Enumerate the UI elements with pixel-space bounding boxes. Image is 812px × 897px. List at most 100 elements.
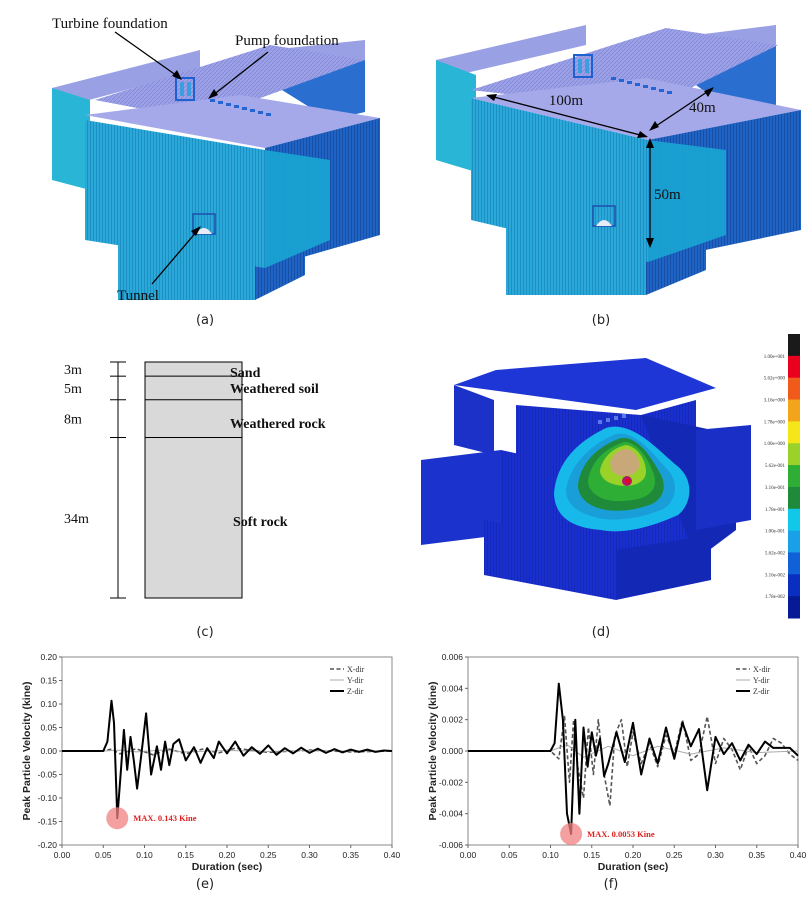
y-tick-label: 0.000 — [442, 746, 464, 756]
x-tick-label: 0.40 — [384, 850, 401, 860]
panel-b-dimension-view: 100m 40m 50m (b) — [436, 25, 801, 328]
scale-label: 1.00e-001 — [765, 530, 786, 535]
layer-name: Weathered soil — [230, 382, 319, 397]
panel-a-model-view: Turbine foundation Pump foundation Tunne… — [52, 16, 380, 328]
scale-label: 3.16e+000 — [764, 399, 786, 404]
scale-swatch — [788, 377, 800, 401]
x-axis-label: Duration (sec) — [192, 861, 263, 873]
scale-label: 1.78e-002 — [765, 595, 786, 600]
x-axis-label: Duration (sec) — [598, 861, 669, 873]
model-block-b — [436, 25, 801, 295]
legend-label: X-dir — [347, 665, 365, 674]
x-tick-label: 0.30 — [301, 850, 318, 860]
x-tick-label: 0.20 — [625, 850, 642, 860]
layer-thickness: 5m — [64, 382, 82, 397]
y-tick-label: -0.006 — [439, 840, 463, 850]
max-annotation: MAX. 0.143 Kine — [133, 813, 197, 823]
legend-label: Y-dir — [347, 676, 364, 685]
x-tick-label: 0.20 — [219, 850, 236, 860]
dimension-50m: 50m — [646, 138, 681, 248]
svg-text:Turbine foundation: Turbine foundation — [52, 16, 168, 32]
layer-thickness: 34m — [64, 512, 89, 527]
scale-label: 1.00e+000 — [764, 442, 786, 447]
legend-label: X-dir — [753, 665, 771, 674]
legend-label: Z-dir — [347, 687, 364, 696]
chart-e-velocity: 0.20 0.15 0.10 0.05 0.00 -0.05 -0.10 -0.15 -0.20… — [21, 652, 401, 892]
scale-label: 1.78e-001 — [765, 508, 786, 513]
x-tick-label: 0.35 — [748, 850, 765, 860]
panel-d-contour-view: 1.00e+001 5.62e+000 3.16e+000 1.78e+000 1.00… — [421, 334, 800, 640]
caption-f: (f) — [604, 877, 619, 892]
svg-text:Tunnel: Tunnel — [117, 288, 159, 304]
x-tick-label: 0.05 — [501, 850, 518, 860]
x-tick-label: 0.15 — [583, 850, 600, 860]
y-tick-label: 0.006 — [442, 652, 464, 662]
max-marker — [560, 823, 583, 846]
scale-swatch — [788, 530, 800, 553]
max-marker — [106, 807, 129, 830]
scale-swatch — [788, 486, 800, 510]
y-tick-label: 0.05 — [40, 723, 57, 733]
x-tick-label: 0.35 — [342, 850, 359, 860]
scale-swatch — [788, 421, 800, 444]
dimension-40m: 40m — [649, 87, 716, 131]
scale-swatch — [788, 334, 800, 357]
layer-thickness: 8m — [64, 413, 82, 428]
dimension-100m: 100m — [486, 93, 648, 138]
y-tick-label: 0.004 — [442, 683, 464, 693]
x-tick-label: 0.05 — [95, 850, 112, 860]
x-tick-label: 0.30 — [707, 850, 724, 860]
x-tick-label: 0.10 — [542, 850, 559, 860]
scale-swatch — [788, 355, 800, 379]
y-tick-label: -0.002 — [439, 777, 463, 787]
x-tick-label: 0.25 — [666, 850, 683, 860]
caption-d: (d) — [592, 625, 610, 640]
layer-name: Weathered rock — [230, 417, 326, 432]
scale-label: 5.62e-001 — [765, 464, 786, 469]
scale-swatch — [788, 443, 800, 466]
caption-a: (a) — [196, 313, 214, 328]
scale-label: 3.16e-001 — [765, 486, 786, 491]
scale-swatch — [788, 399, 800, 422]
scale-swatch — [788, 552, 800, 575]
x-tick-label: 0.00 — [460, 850, 477, 860]
scale-label: 3.16e-002 — [765, 573, 786, 578]
tunnel-callout: Tunnel — [117, 226, 201, 304]
model-block-a — [52, 40, 380, 300]
scale-label: 1.00e+001 — [764, 355, 786, 360]
caption-c: (c) — [196, 625, 213, 640]
y-tick-label: 0.15 — [40, 676, 57, 686]
scale-swatch — [788, 574, 800, 597]
color-scale-legend: 1.00e+001 5.62e+000 3.16e+000 1.78e+000 1.00… — [764, 334, 800, 619]
svg-text:Pump foundation: Pump foundation — [235, 33, 339, 49]
legend-label: Y-dir — [753, 676, 770, 685]
panel-c-soil-profile: 3m Sand 5m Weathered soil 8m Weathered rock 34… — [64, 361, 326, 640]
layer-thickness: 3m — [64, 363, 82, 378]
caption-e: (e) — [196, 877, 214, 892]
chart-f-velocity: 0.0060.0040.0020.000-0.002-0.004-0.0060.… — [427, 652, 807, 892]
svg-text:100m: 100m — [549, 93, 584, 109]
legend-label: Z-dir — [753, 687, 770, 696]
layer-name: Sand — [230, 366, 261, 381]
x-tick-label: 0.25 — [260, 850, 277, 860]
contour-model — [421, 358, 751, 600]
x-tick-label: 0.00 — [54, 850, 71, 860]
y-tick-label: 0.002 — [442, 715, 464, 725]
pump-foundation-callout: Pump foundation — [208, 33, 339, 99]
scale-label: 5.62e+000 — [764, 377, 786, 382]
x-tick-label: 0.15 — [177, 850, 194, 860]
soil-column — [144, 361, 243, 599]
max-annotation: MAX. 0.0053 Kine — [587, 829, 655, 839]
y-tick-label: -0.20 — [38, 840, 58, 850]
soil-profile-column: 3m Sand 5m Weathered soil 8m Weathered rock 34… — [64, 361, 326, 599]
scale-swatch — [788, 465, 800, 488]
svg-text:50m: 50m — [654, 187, 681, 203]
velocity-contours — [554, 426, 690, 532]
svg-text:40m: 40m — [689, 100, 716, 116]
series-line-z-dir — [468, 682, 799, 835]
turbine-foundation-callout: Turbine foundation — [52, 16, 182, 80]
x-tick-label: 0.40 — [790, 850, 807, 860]
layer-name: Soft rock — [233, 515, 288, 530]
scale-swatch — [788, 596, 800, 619]
scale-swatch — [788, 508, 800, 532]
